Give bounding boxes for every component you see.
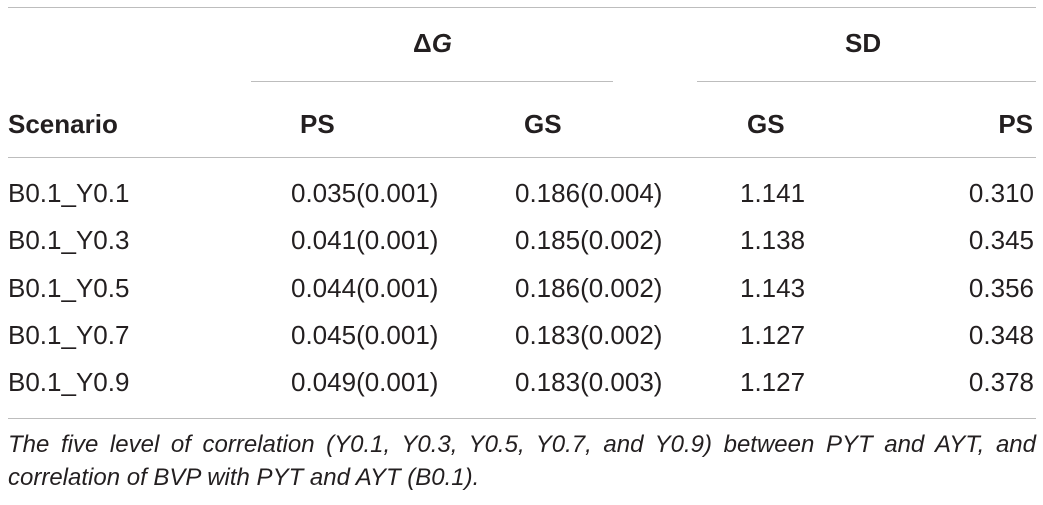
sd-gs-cell: 1.141 — [740, 178, 806, 208]
delta-gs-cell: 0.185(0.002) — [515, 225, 663, 255]
sd-gs-cell: 1.127 — [740, 320, 806, 350]
delta-ps-cell: 0.044(0.001) — [291, 273, 439, 303]
column-header-scenario: Scenario — [8, 109, 118, 139]
g-variable: G — [431, 28, 452, 58]
header-bottom-rule — [8, 157, 1036, 158]
sd-gs-cell: 1.138 — [740, 225, 806, 255]
delta-ps-cell: 0.035(0.001) — [291, 178, 439, 208]
scenario-cell: B0.1_Y0.1 — [8, 178, 130, 208]
scenario-cell: B0.1_Y0.7 — [8, 320, 130, 350]
table-bottom-rule — [8, 418, 1036, 419]
sd-ps-cell: 0.378 — [968, 367, 1034, 397]
scenario-cell: B0.1_Y0.5 — [8, 273, 130, 303]
delta-gs-cell: 0.183(0.002) — [515, 320, 663, 350]
delta-symbol: Δ — [413, 28, 432, 58]
sd-group-rule — [697, 81, 1036, 82]
sd-ps-cell: 0.348 — [968, 320, 1034, 350]
sd-group-header: SD — [845, 28, 882, 58]
sd-gs-cell: 1.127 — [740, 367, 806, 397]
column-header-sd-gs: GS — [747, 109, 785, 139]
delta-ps-cell: 0.049(0.001) — [291, 367, 439, 397]
sd-gs-cell: 1.143 — [740, 273, 806, 303]
column-header-delta-gs: GS — [524, 109, 562, 139]
delta-g-group-rule — [251, 81, 613, 82]
sd-ps-cell: 0.356 — [968, 273, 1034, 303]
column-header-sd-ps: PS — [998, 109, 1033, 139]
delta-g-group-header: ΔG — [413, 28, 452, 58]
delta-gs-cell: 0.186(0.004) — [515, 178, 663, 208]
table-footnote: The five level of correlation (Y0.1, Y0.… — [8, 431, 1036, 491]
sd-ps-cell: 0.345 — [968, 225, 1034, 255]
delta-gs-cell: 0.183(0.003) — [515, 367, 663, 397]
delta-ps-cell: 0.045(0.001) — [291, 320, 439, 350]
column-header-delta-ps: PS — [300, 109, 335, 139]
scenario-cell: B0.1_Y0.3 — [8, 225, 130, 255]
table-top-rule — [8, 7, 1036, 8]
scenario-cell: B0.1_Y0.9 — [8, 367, 130, 397]
sd-ps-cell: 0.310 — [968, 178, 1034, 208]
delta-gs-cell: 0.186(0.002) — [515, 273, 663, 303]
delta-ps-cell: 0.041(0.001) — [291, 225, 439, 255]
